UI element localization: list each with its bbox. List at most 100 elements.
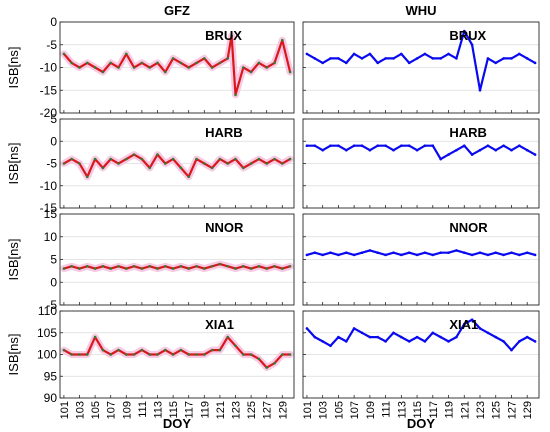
data-point (502, 144, 505, 147)
data-point (234, 267, 237, 270)
data-point (234, 344, 237, 348)
data-point (109, 157, 112, 161)
data-point (478, 89, 482, 92)
data-point (171, 57, 175, 60)
data-point (368, 335, 372, 339)
data-point (203, 267, 206, 270)
y-tick-label: -5 (46, 157, 57, 171)
data-point (352, 253, 356, 257)
data-point (360, 144, 364, 147)
x-tick-label: 103 (75, 401, 87, 419)
data-point (486, 331, 490, 335)
data-point (93, 335, 97, 339)
data-point (288, 157, 292, 161)
data-point (392, 251, 395, 254)
data-point (360, 57, 364, 60)
data-point (281, 162, 284, 165)
data-point (470, 153, 474, 156)
data-point (439, 251, 443, 254)
panel-frame (59, 213, 295, 306)
data-point (132, 265, 136, 268)
x-tick-label: 111 (137, 401, 149, 418)
data-point (179, 265, 183, 268)
x-tick-label: 117 (428, 401, 440, 419)
data-point (148, 353, 151, 356)
x-tick-label: 111 (381, 401, 393, 418)
data-point (210, 66, 214, 69)
data-point (218, 348, 222, 352)
series-line-whu (306, 144, 536, 161)
x-tick-label: 115 (168, 401, 180, 419)
data-point (376, 335, 380, 339)
data-point (281, 353, 284, 356)
data-point (400, 144, 403, 147)
data-point (218, 262, 222, 266)
data-point (447, 52, 450, 56)
y-tick-label: 5 (50, 253, 57, 267)
x-tick-label: 119 (199, 401, 211, 419)
data-point (101, 348, 105, 352)
data-point (288, 70, 292, 74)
panel-frame (302, 21, 540, 114)
x-tick-label: 117 (184, 401, 196, 419)
data-point (195, 61, 198, 65)
data-point (376, 61, 380, 65)
x-tick-label: 109 (121, 401, 133, 419)
data-point (171, 157, 175, 161)
data-point (273, 61, 276, 65)
data-point (455, 148, 458, 152)
data-point (486, 57, 490, 60)
data-point (313, 251, 317, 254)
data-point (86, 265, 89, 268)
data-point (156, 267, 159, 270)
y-axis-label-row-4: ISB[ns] (6, 334, 21, 376)
data-point (62, 348, 66, 352)
data-point (400, 253, 403, 257)
data-point (281, 267, 284, 270)
data-point (179, 166, 183, 170)
data-point (518, 253, 521, 257)
data-point (305, 253, 309, 257)
x-tick-label: 123 (231, 401, 243, 419)
data-point (242, 166, 245, 170)
x-tick-label: 115 (412, 401, 424, 419)
data-point (288, 353, 292, 356)
data-point (400, 52, 403, 56)
panel-frame (302, 310, 540, 399)
station-label: BRUX (205, 28, 242, 43)
data-point (109, 267, 112, 270)
y-tick-label: 95 (44, 369, 58, 383)
data-point (407, 251, 411, 254)
data-point (502, 340, 505, 343)
data-point (179, 61, 183, 65)
data-point (470, 318, 474, 322)
data-point (249, 353, 253, 356)
data-point (62, 162, 66, 165)
data-point (234, 157, 237, 161)
x-tick-label: 105 (333, 401, 345, 419)
data-point (187, 175, 190, 179)
data-point (249, 162, 253, 165)
data-point (439, 157, 443, 161)
data-point (109, 353, 112, 356)
data-point (423, 144, 427, 147)
data-point (78, 353, 81, 356)
data-point (321, 61, 325, 65)
y-tick-label: 0 (50, 275, 57, 289)
y-tick-label: -15 (40, 201, 58, 215)
x-tick-label: 107 (106, 401, 118, 419)
data-point (455, 335, 458, 339)
data-point (273, 157, 276, 161)
data-point (305, 327, 309, 330)
x-tick-label: 107 (349, 401, 361, 419)
data-point (321, 340, 325, 343)
data-point (431, 144, 435, 147)
data-point (510, 57, 513, 60)
panel-frame (302, 118, 540, 209)
data-point (140, 267, 144, 270)
data-point (518, 144, 521, 147)
data-point (117, 162, 120, 165)
x-tick-label: 129 (522, 401, 534, 419)
